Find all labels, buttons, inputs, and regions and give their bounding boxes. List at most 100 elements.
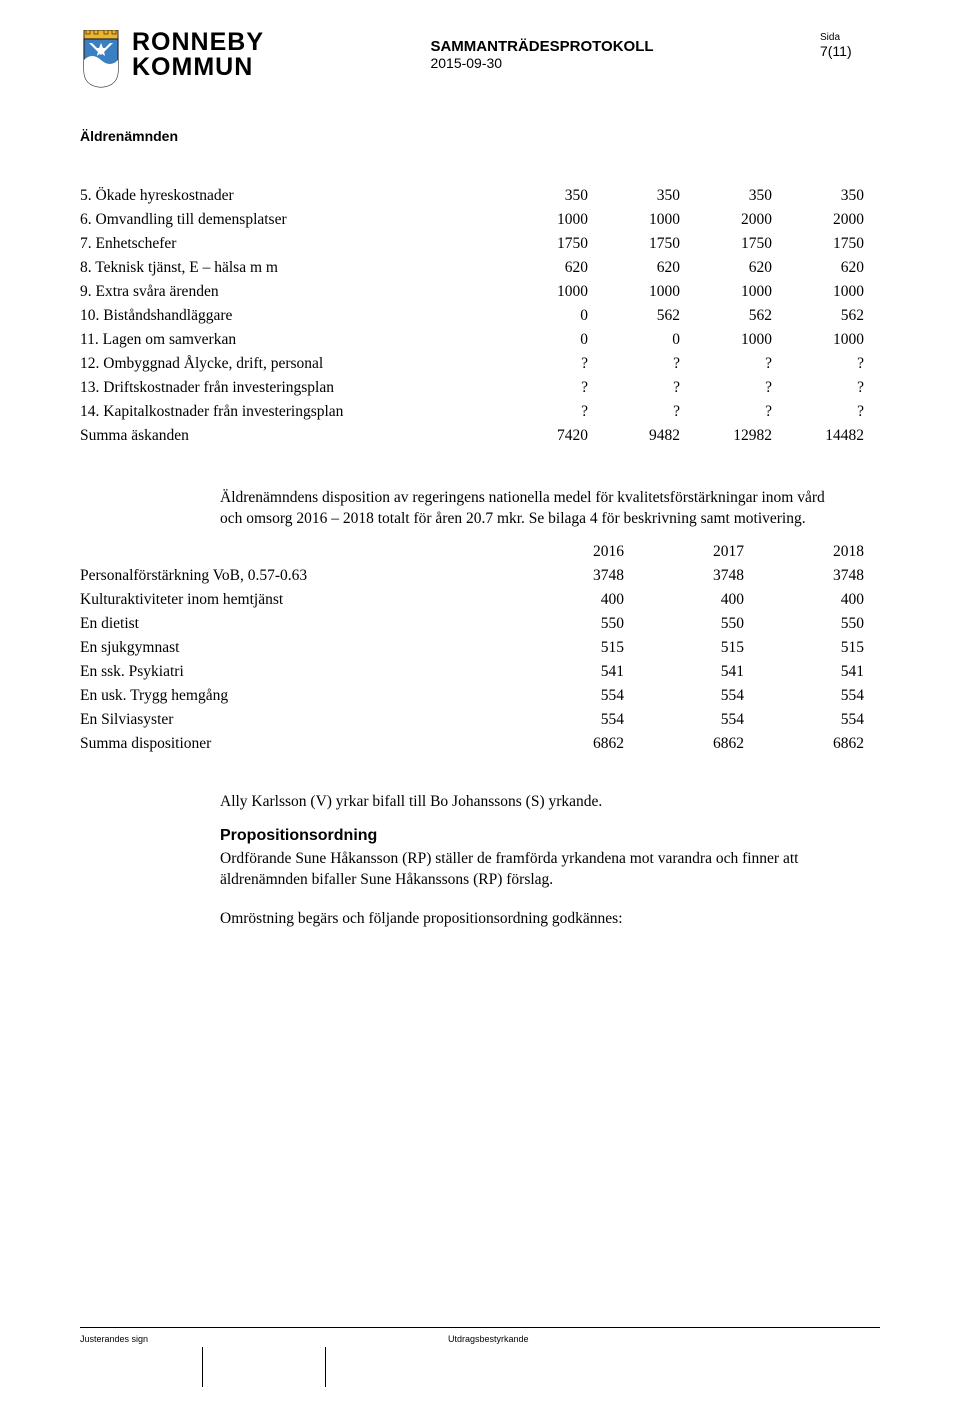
header-spacer [80,540,520,564]
cell-value: 1000 [696,280,788,304]
year-header: 2018 [760,540,880,564]
doc-date: 2015-09-30 [430,55,653,71]
sig-box [326,1347,448,1387]
cell-value: ? [696,352,788,376]
cell-value: 550 [640,612,760,636]
table-row: En Silviasyster554554554 [80,708,880,732]
cell-value: 1750 [512,232,604,256]
table-header-row: 201620172018 [80,540,880,564]
cell-value: 1000 [512,280,604,304]
budget-table-body: 5. Ökade hyreskostnader3503503503506. Om… [80,184,880,448]
cell-value: 7420 [512,424,604,448]
cell-value: 554 [640,684,760,708]
table-row: 13. Driftskostnader från investeringspla… [80,376,880,400]
cell-value: 1000 [604,208,696,232]
cell-value: ? [512,400,604,424]
cell-value: 12982 [696,424,788,448]
cell-value: 3748 [640,564,760,588]
cell-value: 1750 [788,232,880,256]
cell-value: ? [788,400,880,424]
cell-value: 620 [696,256,788,280]
cell-value: ? [788,376,880,400]
cell-value: ? [512,352,604,376]
signature-boxes [80,1347,448,1387]
year-header: 2017 [640,540,760,564]
cell-value: 1000 [512,208,604,232]
row-label: 11. Lagen om samverkan [80,328,512,352]
disposition-intro-block: Äldrenämndens disposition av regeringens… [220,488,840,530]
row-label: En usk. Trygg hemgång [80,684,520,708]
cell-value: 400 [760,588,880,612]
cell-value: ? [512,376,604,400]
cell-value: 620 [604,256,696,280]
cell-value: 1750 [696,232,788,256]
table-row: Personalförstärkning VoB, 0.57-0.6337483… [80,564,880,588]
logo-block: RONNEBY KOMMUN [80,30,264,88]
table-row: 10. Biståndshandläggare0562562562 [80,304,880,328]
row-label: 5. Ökade hyreskostnader [80,184,512,208]
committee-name: Äldrenämnden [80,128,880,144]
cell-value: 550 [760,612,880,636]
cell-value: 620 [512,256,604,280]
cell-value: ? [604,352,696,376]
cell-value: 541 [760,660,880,684]
cell-value: ? [788,352,880,376]
cell-value: 554 [760,684,880,708]
cell-value: 6862 [760,732,880,756]
cell-value: 515 [760,636,880,660]
table-row: 12. Ombyggnad Ålycke, drift, personal???… [80,352,880,376]
row-label: Summa äskanden [80,424,512,448]
row-label: Summa dispositioner [80,732,520,756]
table-row: En usk. Trygg hemgång554554554 [80,684,880,708]
table-row: 11. Lagen om samverkan0010001000 [80,328,880,352]
cell-value: 0 [512,328,604,352]
cell-value: 6862 [520,732,640,756]
disposition-table: 201620172018Personalförstärkning VoB, 0.… [80,540,880,756]
cell-value: 562 [604,304,696,328]
cell-value: ? [696,376,788,400]
cell-value: 554 [520,708,640,732]
after-table-block: Ally Karlsson (V) yrkar bifall till Bo J… [220,792,840,930]
table-row: Summa äskanden742094821298214482 [80,424,880,448]
justerandes-label: Justerandes sign [80,1334,148,1344]
budget-table: 5. Ökade hyreskostnader3503503503506. Om… [80,184,880,448]
row-label: 10. Biståndshandläggare [80,304,512,328]
cell-value: 541 [520,660,640,684]
cell-value: ? [696,400,788,424]
cell-value: 350 [696,184,788,208]
row-label: 12. Ombyggnad Ålycke, drift, personal [80,352,512,376]
row-label: 14. Kapitalkostnader från investeringspl… [80,400,512,424]
utdrag-box [448,1347,880,1387]
row-label: En dietist [80,612,520,636]
wordmark-line-2: KOMMUN [132,55,264,80]
row-label: 6. Omvandling till demensplatser [80,208,512,232]
cell-value: 1000 [788,328,880,352]
row-label: Personalförstärkning VoB, 0.57-0.63 [80,564,520,588]
cell-value: 350 [512,184,604,208]
sig-box [203,1347,326,1387]
municipality-wordmark: RONNEBY KOMMUN [132,30,264,80]
table-row: 5. Ökade hyreskostnader350350350350 [80,184,880,208]
disposition-table-body: 201620172018Personalförstärkning VoB, 0.… [80,540,880,756]
page-header: RONNEBY KOMMUN SAMMANTRÄDESPROTOKOLL 201… [80,30,880,88]
cell-value: 562 [696,304,788,328]
cell-value: 9482 [604,424,696,448]
page-footer: Justerandes sign Utdragsbestyrkande [80,1327,880,1387]
cell-value: 550 [520,612,640,636]
row-label: En sjukgymnast [80,636,520,660]
cell-value: 2000 [788,208,880,232]
year-header: 2016 [520,540,640,564]
row-label: En ssk. Psykiatri [80,660,520,684]
cell-value: 515 [520,636,640,660]
proposition-text: Ordförande Sune Håkansson (RP) ställer d… [220,849,840,891]
table-row: 6. Omvandling till demensplatser10001000… [80,208,880,232]
cell-value: 1750 [604,232,696,256]
cell-value: 400 [520,588,640,612]
page-label: Sida [820,32,880,43]
cell-value: 0 [604,328,696,352]
cell-value: 350 [788,184,880,208]
footer-left: Justerandes sign [80,1327,448,1387]
table-row: 7. Enhetschefer1750175017501750 [80,232,880,256]
page: RONNEBY KOMMUN SAMMANTRÄDESPROTOKOLL 201… [0,0,960,1417]
cell-value: 3748 [520,564,640,588]
